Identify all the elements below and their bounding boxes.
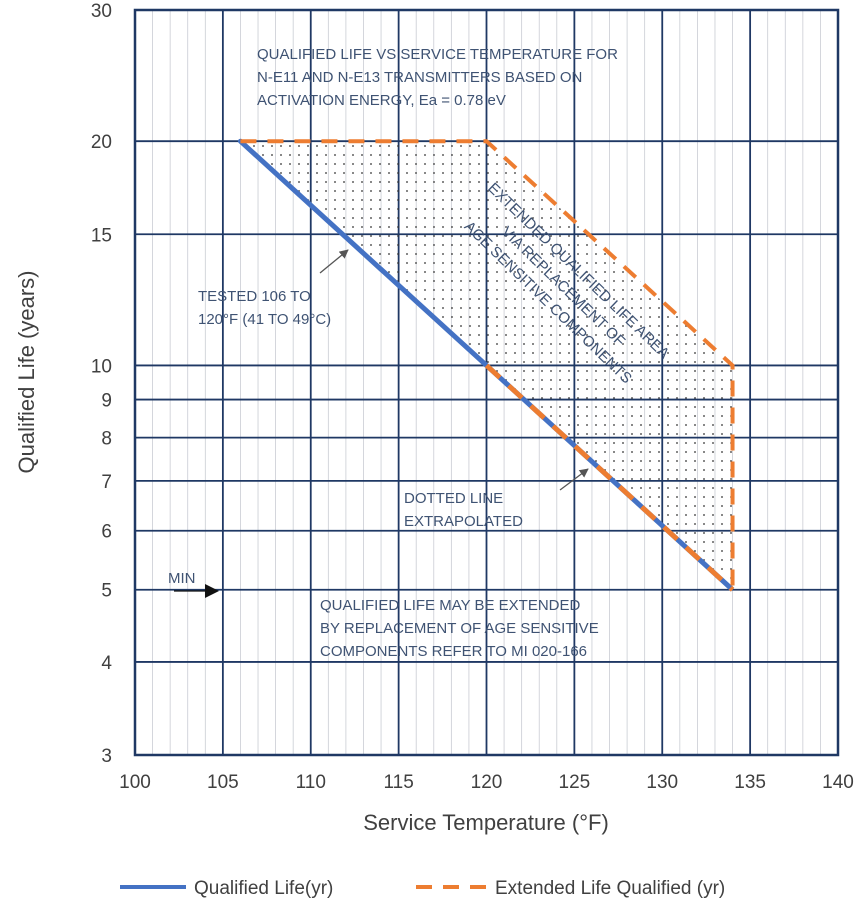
title-line-3: ACTIVATION ENERGY, Ea = 0.78 eV bbox=[257, 92, 506, 109]
note-line-2: BY REPLACEMENT OF AGE SENSITIVE bbox=[320, 620, 599, 637]
series-layer bbox=[237, 138, 735, 592]
series-extended-life-line bbox=[240, 139, 735, 590]
dotted-line-1: DOTTED LINE bbox=[404, 490, 503, 507]
legend-item-extended-life: Extended Life Qualified (yr) bbox=[416, 878, 725, 899]
y-tick-label: 3 bbox=[101, 746, 112, 767]
x-tick-label: 120 bbox=[471, 772, 503, 793]
x-tick-label: 135 bbox=[734, 772, 766, 793]
y-tick-label: 30 bbox=[91, 1, 112, 22]
min-arrow-head bbox=[205, 584, 219, 598]
y-tick-label: 9 bbox=[101, 391, 112, 412]
tested-line-1: TESTED 106 TO bbox=[198, 288, 311, 305]
dotted-line-2: EXTRAPOLATED bbox=[404, 513, 523, 530]
y-tick-label: 5 bbox=[101, 581, 112, 602]
plot-frame bbox=[133, 8, 840, 757]
y-tick-label: 20 bbox=[91, 132, 112, 153]
x-tick-label: 140 bbox=[822, 772, 854, 793]
title-line-1: QUALIFIED LIFE VS SERVICE TEMPERATURE FO… bbox=[257, 46, 618, 63]
min-marker: MIN bbox=[168, 570, 219, 598]
tested-arrow bbox=[319, 249, 349, 274]
x-tick-label: 100 bbox=[119, 772, 151, 793]
tested-range-annotation: TESTED 106 TO 120°F (41 TO 49°C) bbox=[198, 249, 349, 328]
y-tick-label: 10 bbox=[91, 356, 112, 377]
legend-label-extended-life: Extended Life Qualified (yr) bbox=[495, 878, 725, 899]
x-axis-title: Service Temperature (°F) bbox=[363, 810, 609, 835]
x-tick-label: 115 bbox=[383, 772, 413, 793]
dotted-arrow bbox=[559, 468, 589, 491]
x-tick-label: 125 bbox=[559, 772, 591, 793]
legend-item-qualified-life: Qualified Life(yr) bbox=[120, 878, 333, 899]
series-qualified-life-extrapolated-overlay bbox=[484, 363, 735, 592]
note-line-3: COMPONENTS REFER TO MI 020-166 bbox=[320, 643, 587, 660]
dotted-line-annotation: DOTTED LINE EXTRAPOLATED bbox=[404, 468, 589, 530]
title-line-2: N-E11 AND N-E13 TRANSMITTERS BASED ON bbox=[257, 69, 582, 86]
extension-note: QUALIFIED LIFE MAY BE EXTENDED BY REPLAC… bbox=[320, 597, 599, 660]
legend: Qualified Life(yr) Extended Life Qualifi… bbox=[120, 878, 725, 899]
chart-title-annotation: QUALIFIED LIFE VS SERVICE TEMPERATURE FO… bbox=[257, 46, 618, 109]
y-tick-label: 15 bbox=[91, 225, 112, 246]
min-label: MIN bbox=[168, 570, 196, 587]
y-tick-label: 6 bbox=[101, 522, 112, 543]
x-tick-label: 110 bbox=[296, 772, 326, 793]
note-line-1: QUALIFIED LIFE MAY BE EXTENDED bbox=[320, 597, 581, 614]
series-qualified-life-line bbox=[237, 138, 489, 368]
y-tick-label: 4 bbox=[101, 653, 112, 674]
y-tick-label: 7 bbox=[101, 472, 112, 493]
x-tick-label: 105 bbox=[207, 772, 239, 793]
legend-label-qualified-life: Qualified Life(yr) bbox=[194, 878, 333, 899]
x-tick-label: 130 bbox=[646, 772, 678, 793]
y-tick-label: 8 bbox=[101, 429, 112, 450]
x-tick-labels: 100 105 110 115 120 125 130 135 140 bbox=[119, 772, 854, 793]
tested-line-2: 120°F (41 TO 49°C) bbox=[198, 311, 331, 328]
y-axis-title: Qualified Life (years) bbox=[14, 271, 39, 474]
y-tick-labels: 3 4 5 6 7 8 9 10 15 20 30 bbox=[91, 1, 113, 767]
